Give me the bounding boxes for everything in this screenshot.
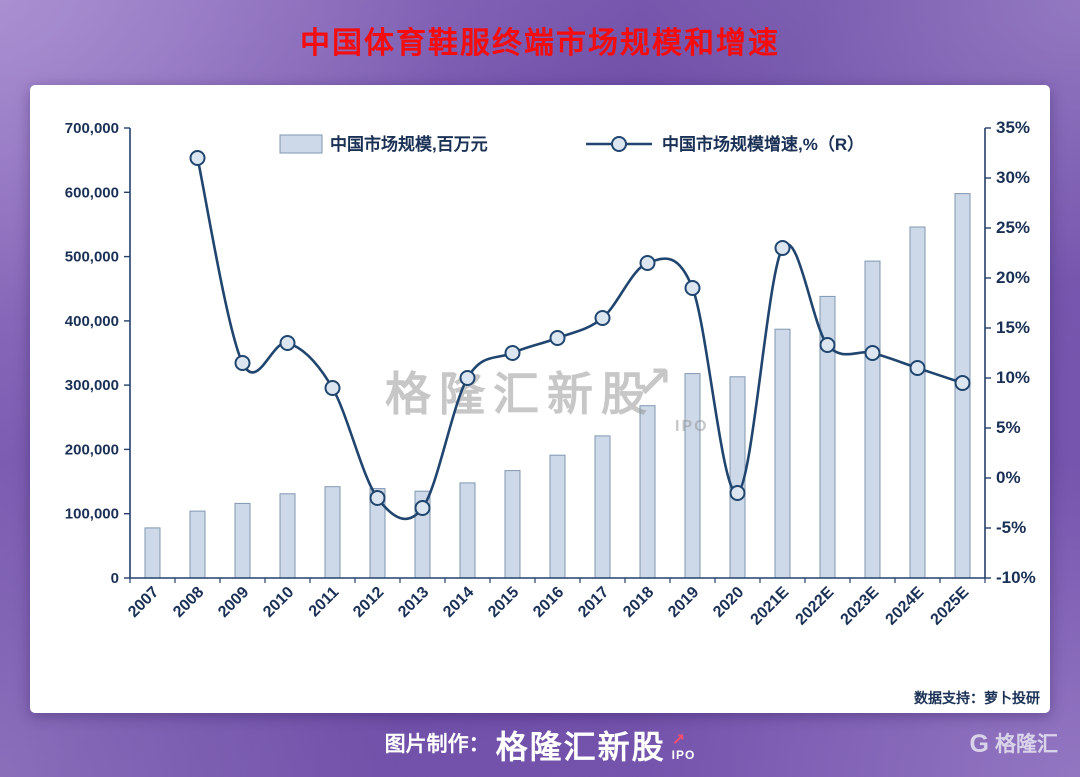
- bar: [909, 226, 926, 579]
- bar: [144, 527, 161, 579]
- line-marker: [909, 360, 926, 376]
- line-marker: [684, 280, 701, 296]
- right-axis-label: 10%: [996, 368, 1030, 387]
- watermark-ipo: IPO: [675, 418, 709, 435]
- bar: [729, 376, 746, 579]
- bar: [324, 486, 341, 579]
- brand-arrow-icon: ↗: [671, 732, 686, 749]
- logo-g-glyph: G: [969, 730, 989, 758]
- x-axis-label: 2012: [350, 584, 387, 621]
- bar: [684, 373, 701, 579]
- legend-bar-swatch: [279, 134, 323, 154]
- right-axis-label: -5%: [996, 518, 1026, 537]
- bar: [639, 405, 656, 579]
- x-axis-label: 2016: [530, 584, 567, 621]
- left-axis-label: 300,000: [65, 377, 119, 394]
- left-axis-label: 100,000: [65, 506, 119, 523]
- x-axis-label: 2013: [395, 584, 432, 621]
- data-support-credit: 数据支持：萝卜投研: [914, 690, 1040, 706]
- left-axis-label: 400,000: [65, 313, 119, 330]
- gelonghui-logo: G 格隆汇: [970, 732, 1058, 757]
- right-axis-label: -10%: [996, 568, 1036, 587]
- legend: 中国市场规模,百万元 中国市场规模增速,%（R）: [279, 134, 864, 154]
- x-axis-label: 2019: [665, 584, 702, 621]
- x-axis-label: 2024E: [883, 584, 928, 629]
- line-marker: [549, 330, 566, 346]
- line-marker: [189, 150, 206, 166]
- x-axis-label: 2015: [485, 584, 522, 621]
- growth-line-series: [189, 150, 971, 521]
- line-marker: [279, 335, 296, 351]
- footer-brand-tail: ↗ IPO: [672, 733, 696, 763]
- x-axis-label: 2022E: [793, 584, 838, 629]
- x-axis-label: 2018: [620, 584, 657, 621]
- footer-brand-wordmark: 格隆汇新股: [495, 729, 666, 765]
- left-axis-label: 700,000: [65, 120, 119, 137]
- growth-line: [196, 156, 964, 521]
- x-axis-label: 2025E: [928, 584, 973, 629]
- right-axis-label: 25%: [996, 218, 1030, 237]
- x-axis-label: 2023E: [838, 584, 883, 629]
- line-marker: [234, 355, 251, 371]
- watermark-arrow-icon: ↗: [636, 358, 673, 407]
- left-axis-label: 0: [111, 570, 119, 587]
- bar: [864, 260, 881, 579]
- left-axis-label: 600,000: [65, 184, 119, 201]
- chart-card: 格隆汇新股 ↗ IPO 0 100,000 200,000 300,000 400,000 50…: [30, 85, 1050, 713]
- page-title: 中国体育鞋服终端市场规模和增速: [300, 27, 780, 60]
- right-axis-label: 20%: [996, 268, 1030, 287]
- left-axis-label: 500,000: [65, 249, 119, 266]
- bar: [774, 328, 791, 579]
- watermark: 格隆汇新股↗IPO: [385, 358, 709, 435]
- right-axis-label: 0%: [996, 468, 1021, 487]
- bar: [234, 502, 251, 579]
- line-marker: [639, 255, 656, 271]
- legend-bar-label: 中国市场规模,百万元: [330, 134, 488, 154]
- x-axis-label: 2008: [170, 584, 207, 621]
- combo-chart: 格隆汇新股↗IPO 0 100,000 200,000 300,000 400,000 50…: [65, 118, 1036, 629]
- x-axis-label: 2014: [440, 584, 477, 621]
- line-marker: [954, 375, 971, 391]
- x-axis-label: 2020: [710, 584, 747, 621]
- line-marker: [729, 485, 746, 501]
- bar: [459, 482, 476, 579]
- watermark-text: 格隆汇新股: [385, 368, 655, 420]
- line-marker: [414, 500, 431, 516]
- left-axis-label: 200,000: [65, 441, 119, 458]
- line-marker: [369, 490, 386, 506]
- right-axis-label: 30%: [996, 168, 1030, 187]
- line-marker: [459, 370, 476, 386]
- x-axis-label: 2009: [215, 584, 252, 621]
- right-axis-label: 15%: [996, 318, 1030, 337]
- line-marker: [324, 380, 341, 396]
- x-axis-label: 2010: [260, 584, 297, 621]
- x-axis-label: 2007: [125, 584, 162, 621]
- x-axis-label: 2011: [306, 584, 343, 621]
- bar: [279, 493, 296, 579]
- bar: [189, 510, 206, 579]
- x-axis-label: 2021E: [748, 584, 793, 629]
- footer-credit: 图片制作： 格隆汇新股 ↗ IPO: [0, 728, 1080, 763]
- right-axis-label: 35%: [996, 118, 1030, 137]
- line-marker: [819, 337, 836, 353]
- line-marker: [774, 240, 791, 256]
- legend-line-marker: [611, 136, 627, 152]
- x-axis-label: 2017: [575, 584, 612, 621]
- footer-brand-ipo: IPO: [671, 748, 696, 762]
- footer-credit-label: 图片制作：: [384, 733, 490, 756]
- bar: [504, 470, 521, 579]
- bar: [594, 435, 611, 579]
- bar: [549, 454, 566, 579]
- logo-wordmark: 格隆汇: [995, 733, 1058, 756]
- line-marker: [864, 345, 881, 361]
- line-marker: [594, 310, 611, 326]
- legend-line-label: 中国市场规模增速,%（R）: [662, 134, 864, 154]
- line-marker: [504, 345, 521, 361]
- right-axis-label: 5%: [996, 418, 1021, 437]
